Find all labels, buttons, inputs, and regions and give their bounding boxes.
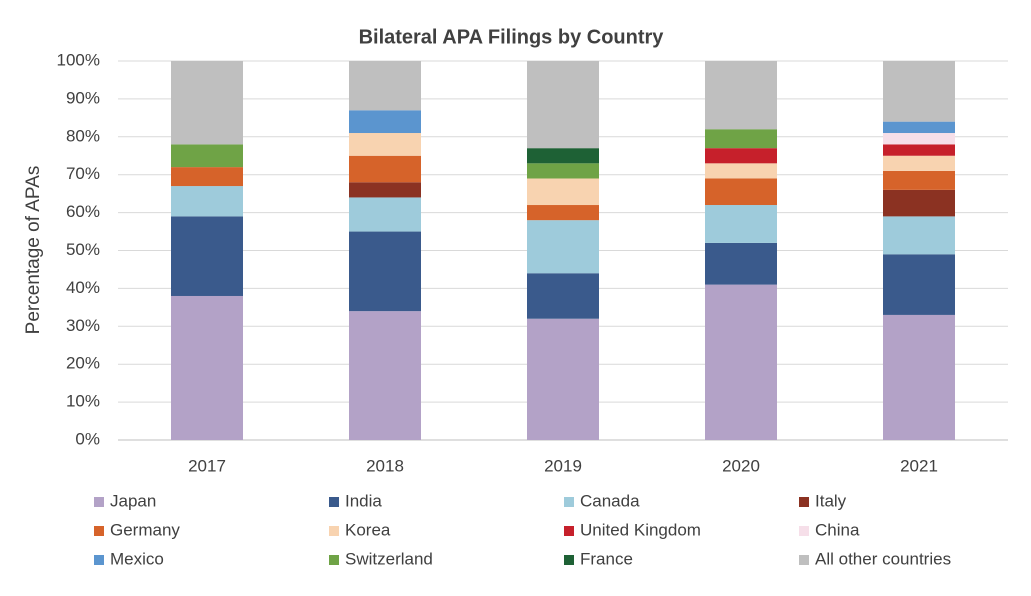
bar-segment [705,205,777,243]
bar-segment [883,155,955,171]
bar-segment [527,163,599,179]
bar-segment [171,295,243,440]
y-tick-label: 20% [66,354,100,373]
legend-swatch [799,555,809,565]
bar-segment [705,129,777,149]
bar-segment [349,155,421,183]
bar-segment [527,318,599,440]
legend-swatch [94,497,104,507]
bar-segment [883,254,955,315]
bar-segment [883,133,955,145]
y-tick-label: 90% [66,88,100,107]
legend-swatch [329,526,339,536]
x-tick-label: 2018 [366,456,404,475]
legend-label: China [815,520,860,539]
chart-title: Bilateral APA Filings by Country [359,26,665,48]
bar-segment [883,121,955,134]
bar-segment [705,242,777,285]
x-tick-label: 2017 [188,456,226,475]
legend-label: India [345,491,382,510]
bar-segment [171,186,243,217]
legend-swatch [94,526,104,536]
y-tick-label: 80% [66,126,100,145]
x-tick-label: 2019 [544,456,582,475]
y-tick-label: 40% [66,278,100,297]
legend-label: United Kingdom [580,520,701,539]
legend-label: All other countries [815,549,951,568]
legend-label: Mexico [110,549,164,568]
bar-segment [349,182,421,198]
y-tick-label: 50% [66,240,100,259]
x-tick-label: 2020 [722,456,760,475]
legend-label: Switzerland [345,549,433,568]
bar-segment [883,216,955,255]
legend-swatch [799,526,809,536]
y-axis-title: Percentage of APAs [23,166,44,335]
bar-segment [705,148,777,164]
y-tick-label: 30% [66,316,100,335]
bar-segment [349,133,421,156]
bar-segment [705,284,777,440]
legend-swatch [329,555,339,565]
y-tick-label: 60% [66,202,100,221]
y-tick-label: 10% [66,392,100,411]
bar-segment [527,178,599,206]
x-tick-label: 2021 [900,456,938,475]
bar-segment [171,61,243,145]
bar-segment [349,197,421,232]
bar-segment [705,61,777,130]
bar-segment [883,314,955,440]
legend-swatch [799,497,809,507]
bar-segment [705,163,777,179]
bar-segment [349,231,421,312]
bar-segment [171,216,243,296]
legend-swatch [564,555,574,565]
bar-segment [527,61,599,149]
legend-label: Korea [345,520,391,539]
legend-swatch [564,497,574,507]
y-tick-label: 0% [75,429,100,448]
bar-segment [883,170,955,190]
bar-segment [349,311,421,440]
y-tick-label: 70% [66,164,100,183]
bar-segment [883,144,955,156]
legend-label: Italy [815,491,847,510]
legend-label: Japan [110,491,156,510]
bar-segment [349,61,421,111]
legend-label: Germany [110,520,180,539]
bar-segment [171,144,243,168]
legend-label: France [580,549,633,568]
y-tick-label: 100% [57,50,100,69]
legend-label: Canada [580,491,640,510]
bar-segment [883,189,955,217]
legend-swatch [564,526,574,536]
bar-segment [349,110,421,134]
legend-swatch [94,555,104,565]
bar-segment [527,205,599,221]
bar-segment [705,178,777,206]
bar-segment [883,61,955,122]
bar-segment [527,148,599,164]
bar-segment [527,220,599,274]
bar-segment [171,167,243,187]
bar-segment [527,273,599,319]
legend-swatch [329,497,339,507]
